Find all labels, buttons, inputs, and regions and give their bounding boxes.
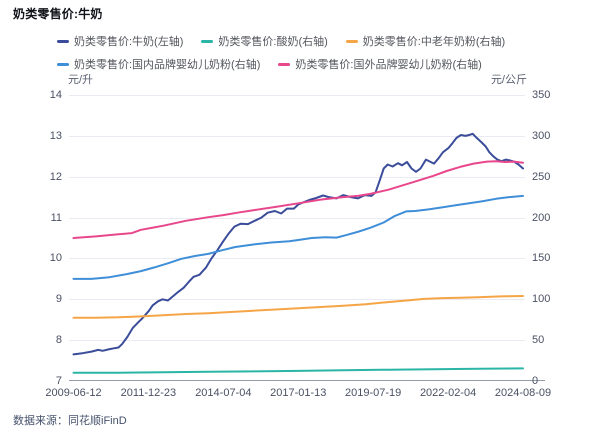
legend-line-swatch — [201, 39, 214, 43]
x-axis-label: 2024-08-09 — [494, 387, 552, 399]
y-axis-label-left: 7 — [55, 375, 62, 387]
x-axis-label: 2011-12-23 — [120, 387, 177, 399]
legend-item[interactable]: 奶类零售价:国外品牌婴幼儿奶粉(右轴) — [278, 56, 482, 72]
series-line — [72, 295, 524, 319]
plot-area — [69, 95, 525, 381]
left-axis-unit-label: 元/升 — [68, 74, 94, 86]
y-axis-label-right: 250 — [532, 170, 551, 183]
series-line — [72, 132, 524, 356]
legend-line-swatch — [345, 39, 358, 43]
legend-item[interactable]: 奶类零售价:国内品牌婴幼儿奶粉(右轴) — [57, 56, 260, 72]
series-line — [72, 194, 524, 280]
x-axis-label: 2014-07-04 — [195, 387, 252, 399]
y-axis-label-right: 200 — [532, 211, 551, 224]
legend-item-label: 奶类零售价:中老年奶粉(右轴) — [362, 36, 506, 48]
series-line — [72, 160, 524, 239]
y-axis-label-right: 50 — [532, 334, 545, 347]
y-axis-label-right: 150 — [532, 252, 551, 265]
x-axis-label: 2009-06-12 — [45, 387, 102, 399]
y-axis-label-right: 0 — [532, 375, 539, 387]
series-line — [72, 367, 524, 374]
y-axis-label-right: 100 — [532, 293, 551, 306]
legend-item[interactable]: 奶类零售价:中老年奶粉(右轴) — [345, 33, 506, 49]
y-axis-label-left: 10 — [49, 252, 62, 265]
right-axis-unit-label: 元/公斤 — [490, 74, 527, 86]
legend-item[interactable]: 奶类零售价:酸奶(右轴) — [201, 33, 328, 49]
legend-item-label: 奶类零售价:国内品牌婴幼儿奶粉(右轴) — [74, 59, 261, 71]
line-chart-canvas — [69, 95, 525, 374]
y-axis-label-left: 8 — [55, 334, 62, 347]
legend: 奶类零售价:牛奶(左轴) 奶类零售价:酸奶(右轴) 奶类零售价:中老年奶粉(右轴) 奶… — [57, 33, 505, 72]
y-axis-label-left: 11 — [50, 211, 62, 224]
x-axis-label: 2022-02-04 — [419, 387, 477, 399]
legend-item-label: 奶类零售价:国外品牌婴幼儿奶粉(右轴) — [295, 59, 482, 71]
legend-item-label: 奶类零售价:酸奶(右轴) — [218, 36, 328, 48]
y-axis-label-left: 12 — [49, 170, 62, 183]
y-axis-label-right: 350 — [532, 89, 551, 101]
chart-title: 奶类零售价:牛奶 — [13, 7, 103, 21]
legend-line-swatch — [278, 62, 291, 66]
legend-line-swatch — [57, 39, 69, 43]
legend-item[interactable]: 奶类零售价:牛奶(左轴) — [57, 33, 183, 49]
legend-item-label: 奶类零售价:牛奶(左轴) — [74, 36, 184, 48]
legend-row: 奶类零售价:国内品牌婴幼儿奶粉(右轴) 奶类零售价:国外品牌婴幼儿奶粉(右轴) — [57, 56, 505, 72]
y-axis-label-left: 13 — [49, 129, 62, 142]
y-axis-label-right: 300 — [532, 129, 551, 142]
x-axis-label: 2019-07-19 — [345, 387, 402, 399]
x-axis-label: 2017-01-13 — [270, 387, 327, 399]
legend-row: 奶类零售价:牛奶(左轴) 奶类零售价:酸奶(右轴) 奶类零售价:中老年奶粉(右轴) — [57, 33, 505, 49]
x-axis-line — [69, 380, 545, 381]
y-axis-label-left: 9 — [55, 293, 62, 306]
legend-line-swatch — [57, 62, 69, 66]
y-axis-label-left: 14 — [49, 89, 62, 101]
data-source-label: 数据来源：同花顺iFinD — [13, 415, 127, 427]
